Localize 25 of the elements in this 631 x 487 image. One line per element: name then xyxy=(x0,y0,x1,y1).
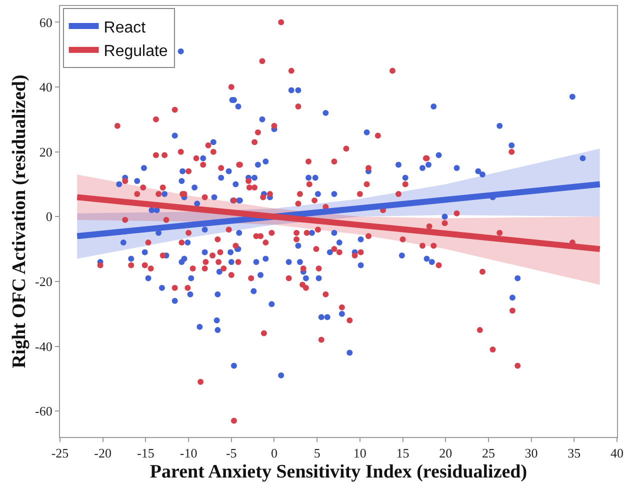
y-tick-label: -60 xyxy=(35,404,52,419)
y-tick-label: 0 xyxy=(46,209,52,224)
x-tick-label: -20 xyxy=(94,446,112,461)
x-tick-label: -5 xyxy=(226,446,237,461)
x-tick-label: 35 xyxy=(568,446,581,461)
x-tick-label: 40 xyxy=(610,446,624,461)
legend-label: Regulate xyxy=(104,43,168,60)
x-tick-label: 5 xyxy=(314,446,320,461)
x-tick-label: -25 xyxy=(51,446,69,461)
x-tick-label: 10 xyxy=(353,446,366,461)
y-tick-label: 40 xyxy=(39,80,52,95)
y-tick-label: -20 xyxy=(35,274,52,289)
x-tick-label: 30 xyxy=(524,446,538,461)
y-tick-label: 20 xyxy=(39,144,52,160)
x-tick-label: -15 xyxy=(137,446,154,461)
y-tick-label: -40 xyxy=(35,338,52,354)
legend-label: React xyxy=(104,19,146,36)
x-tick-label: 0 xyxy=(270,446,278,461)
x-tick-label: 15 xyxy=(396,446,410,461)
x-tick-label: -10 xyxy=(180,446,198,461)
y-axis-title: Right OFC Activation (residualized) xyxy=(8,74,30,368)
x-tick-label: 20 xyxy=(439,446,452,461)
y-tick-label: 60 xyxy=(39,14,52,30)
x-axis-title: Parent Anxiety Sensitivity Index (residualized) xyxy=(150,461,528,482)
x-tick-label: 25 xyxy=(482,446,495,461)
